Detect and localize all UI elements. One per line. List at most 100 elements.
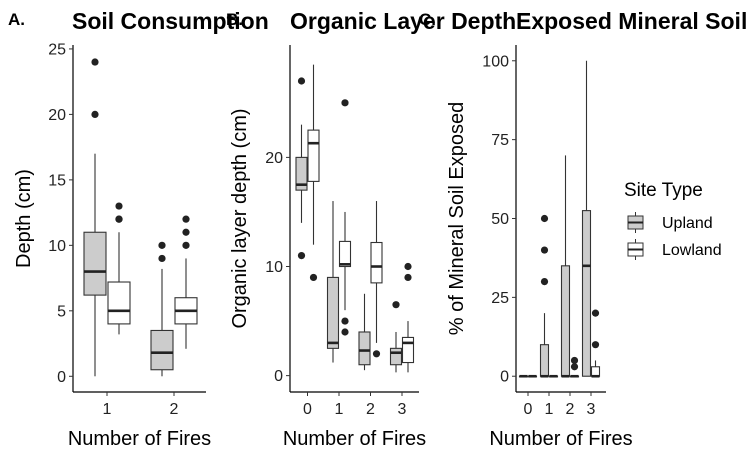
outlier-point: [91, 58, 99, 66]
box-3-upland: [581, 60, 592, 377]
outlier-point: [182, 215, 190, 223]
box-iqr: [581, 210, 592, 377]
outlier-point: [540, 277, 549, 286]
panel-title: Exposed Mineral Soil: [516, 8, 747, 34]
panel-title: Soil Consumption: [72, 8, 269, 34]
y-axis-title: Organic layer depth (cm): [229, 108, 251, 328]
outlier-point: [309, 273, 318, 282]
box-2-upland: [560, 155, 571, 378]
x-tick-label: 0: [524, 401, 533, 418]
outlier-point: [297, 252, 306, 260]
outlier-point: [570, 356, 579, 365]
y-tick-label: 50: [491, 211, 509, 228]
outlier-point: [341, 317, 349, 325]
box-1-lowland: [107, 202, 131, 335]
box-iqr: [389, 347, 403, 366]
legend-title: Site Type: [624, 180, 703, 201]
box-0-lowland: [307, 64, 320, 282]
box-2-upland: [358, 293, 371, 371]
legend-label: Upland: [662, 215, 713, 232]
y-tick-label: 20: [265, 150, 283, 167]
box-0-upland: [295, 77, 308, 260]
y-tick-label: 25: [491, 290, 509, 307]
box-1-upland: [326, 201, 340, 363]
outlier-point: [91, 110, 99, 118]
outlier-point: [404, 273, 412, 282]
box-3-lowland: [401, 262, 415, 373]
box-iqr: [150, 329, 174, 371]
box-iqr: [107, 281, 131, 325]
outlier-point: [591, 341, 600, 349]
box-iqr: [295, 156, 308, 191]
box-2-lowland: [370, 201, 383, 358]
outlier-point: [158, 241, 166, 249]
y-tick-label: 10: [265, 259, 283, 276]
y-tick-label: 20: [48, 107, 66, 124]
box-3-upland: [389, 301, 403, 373]
y-axis-title: % of Mineral Soil Exposed: [446, 102, 468, 335]
y-tick-label: 5: [57, 303, 66, 320]
x-axis-title: Number of Fires: [283, 428, 426, 450]
x-tick-label: 0: [303, 401, 312, 418]
y-tick-label: 100: [482, 53, 509, 70]
legend-key-lowland: [624, 238, 647, 261]
box-3-lowland: [590, 309, 601, 378]
y-axis-title: Depth (cm): [13, 169, 35, 268]
outlier-point: [372, 350, 381, 358]
y-tick-label: 75: [491, 132, 509, 149]
y-tick-label: 10: [48, 238, 66, 255]
y-tick-label: 0: [57, 369, 66, 386]
x-tick-label: 3: [398, 401, 407, 418]
y-tick-label: 0: [274, 368, 283, 385]
box-2-upland: [150, 241, 174, 377]
x-tick-label: 1: [335, 401, 344, 418]
panel-label: A.: [8, 10, 25, 29]
x-tick-label: 2: [566, 401, 575, 418]
box-0-upland: [518, 374, 529, 378]
box-1-upland: [539, 214, 550, 378]
outlier-point: [540, 246, 549, 254]
box-iqr: [326, 276, 340, 349]
box-iqr: [338, 240, 352, 268]
x-axis-title: Number of Fires: [489, 428, 632, 450]
outlier-point: [570, 363, 579, 371]
outlier-point: [341, 328, 349, 336]
x-tick-label: 1: [545, 401, 554, 418]
box-iqr: [590, 366, 601, 377]
box-iqr: [560, 265, 571, 377]
x-axis-title: Number of Fires: [68, 428, 211, 450]
x-tick-label: 2: [366, 401, 375, 418]
outlier-point: [341, 99, 349, 107]
outlier-point: [182, 228, 190, 236]
outlier-point: [591, 309, 600, 317]
box-iqr: [83, 231, 107, 296]
outlier-point: [392, 301, 400, 309]
box-iqr: [401, 336, 415, 364]
box-0-lowland: [527, 374, 538, 378]
box-2-lowland: [174, 215, 198, 349]
legend: Site Type Upland Lowland: [624, 180, 722, 261]
x-tick-label: 2: [170, 401, 179, 418]
y-tick-label: 25: [48, 41, 66, 58]
box-iqr: [307, 129, 320, 182]
outlier-point: [158, 254, 166, 263]
outlier-point: [540, 214, 549, 223]
x-tick-label: 3: [587, 401, 596, 418]
box-iqr: [539, 344, 550, 377]
panel-label: C.: [419, 10, 436, 29]
outlier-point: [182, 241, 190, 249]
y-tick-label: 15: [48, 172, 66, 189]
panel-1: 0 5 10 15 20 25 1 2 Number of Fires Depth (cm) Soi…: [8, 8, 269, 450]
box-1-lowland: [548, 374, 559, 378]
legend-label: Lowland: [662, 242, 722, 259]
panel-2: 0 10 20 0 1 2 3 Number of Fires Organic layer de…: [226, 8, 516, 450]
box-2-lowland: [569, 356, 580, 378]
legend-key-upland: [624, 211, 647, 234]
y-tick-label: 0: [500, 369, 509, 386]
box-iqr: [358, 331, 371, 366]
box-1-upland: [83, 58, 107, 377]
outlier-point: [297, 77, 306, 85]
x-tick-label: 1: [103, 401, 112, 418]
